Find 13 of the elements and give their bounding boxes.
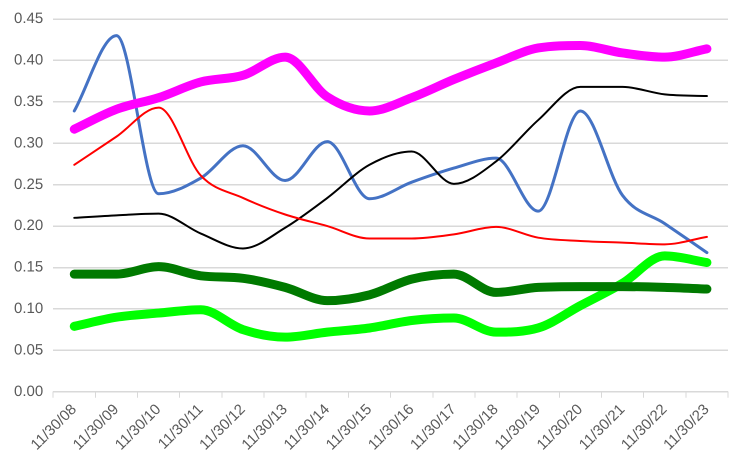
- line-series: [73, 86, 708, 250]
- y-tick-label: 0.15: [14, 258, 44, 276]
- y-tick-label: 0.20: [14, 217, 44, 234]
- line-series: [72, 34, 708, 254]
- y-tick-label: 0.00: [14, 382, 44, 400]
- y-tick-label: 0.35: [14, 92, 44, 110]
- line-series: [73, 106, 708, 246]
- y-tick-label: 0.30: [14, 134, 44, 152]
- y-tick-label: 0.25: [14, 176, 44, 193]
- y-tick-label: 0.40: [14, 52, 44, 69]
- y-tick-label: 0.05: [14, 341, 44, 358]
- y-tick-label: 0.45: [14, 10, 44, 28]
- y-tick-label: 0.10: [14, 300, 44, 318]
